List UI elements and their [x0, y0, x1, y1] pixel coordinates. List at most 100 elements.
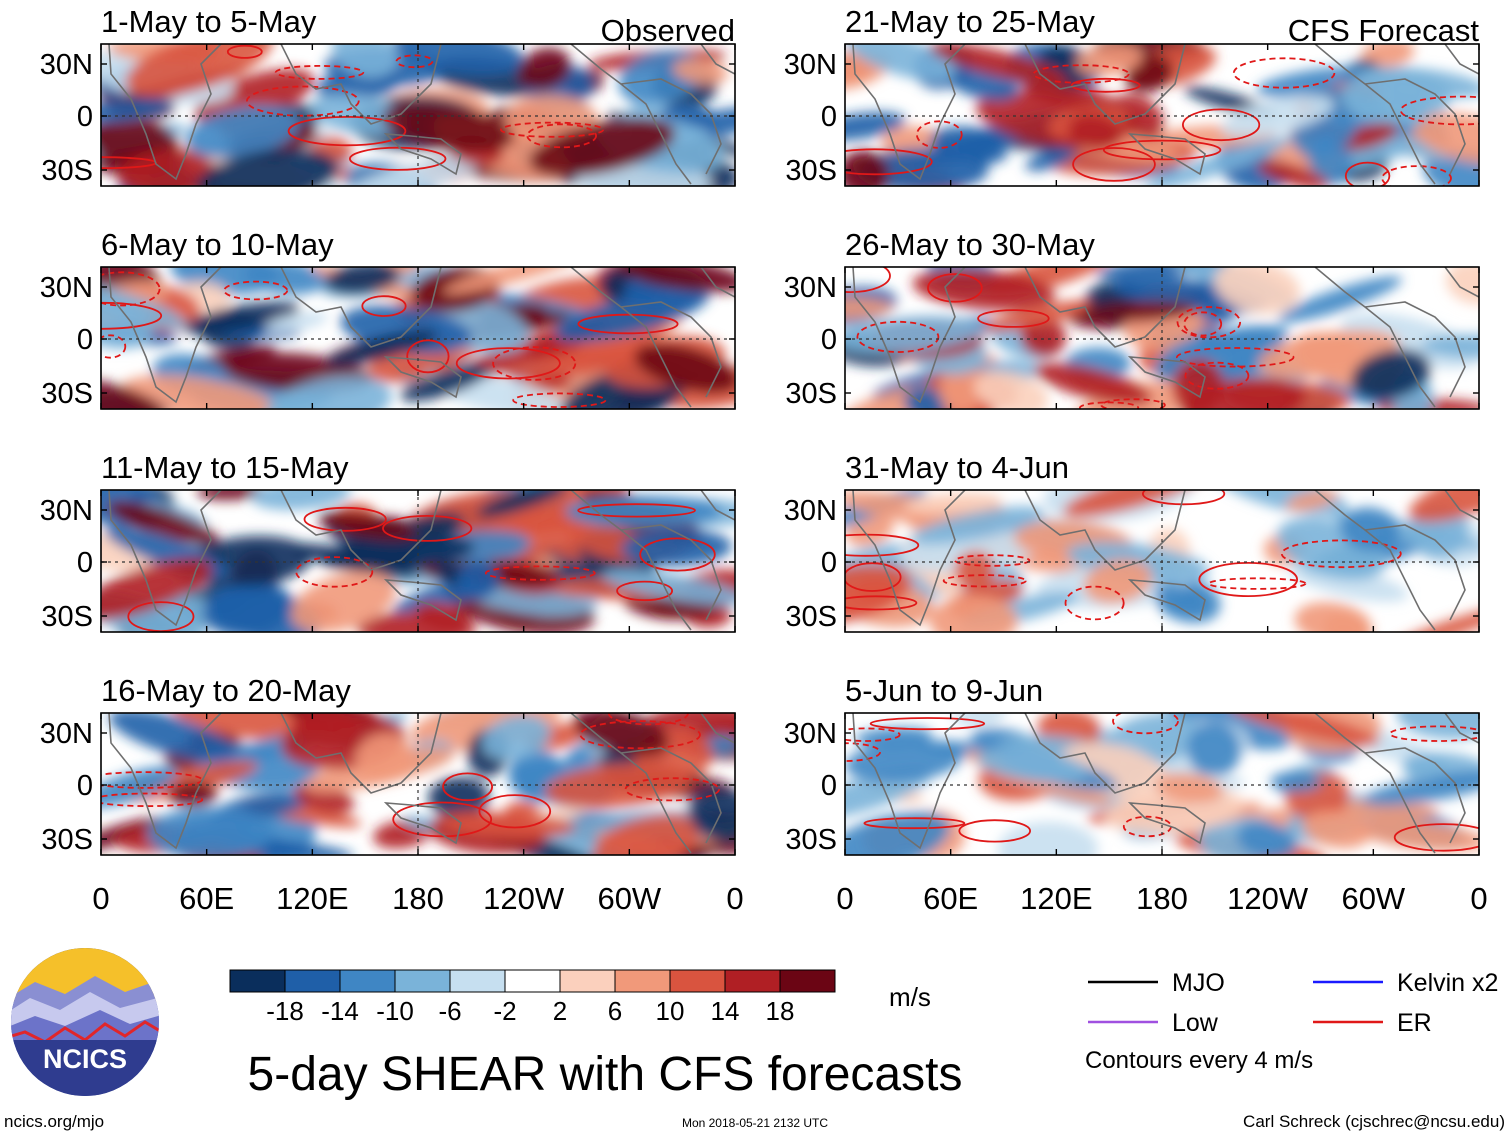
shear-anomaly — [952, 713, 1007, 727]
shear-anomaly — [264, 376, 392, 409]
shear-anomaly — [443, 267, 591, 295]
er-contour — [869, 717, 986, 731]
shear-anomaly — [1236, 821, 1297, 855]
er-contour — [101, 334, 127, 359]
shear-anomaly — [573, 713, 669, 756]
shear-anomaly — [974, 370, 1049, 409]
colorbar-swatch — [449, 969, 506, 993]
er-contour — [958, 819, 1031, 843]
shear-anomaly — [1361, 44, 1415, 68]
er-contour — [382, 515, 473, 542]
shear-anomaly — [1023, 80, 1115, 110]
shear-anomaly — [382, 103, 515, 152]
y-tick-label: 30N — [784, 495, 837, 527]
er-contour — [856, 320, 940, 353]
er-contour — [1032, 64, 1130, 84]
shear-field — [845, 713, 1479, 855]
shear-anomaly — [672, 58, 729, 84]
shear-anomaly — [101, 531, 177, 573]
er-contour — [1183, 311, 1223, 337]
y-tick-label: 30S — [785, 378, 837, 410]
footer-timestamp: Mon 2018-05-21 2132 UTC — [682, 1116, 828, 1130]
er-contour — [1072, 147, 1156, 182]
coastlines — [108, 44, 735, 185]
shear-anomaly — [1144, 136, 1293, 186]
shear-anomaly — [1075, 44, 1143, 77]
shear-anomaly — [317, 511, 417, 541]
shear-anomaly — [620, 528, 732, 567]
colorbar-tick-label: 10 — [656, 996, 685, 1026]
colorbar-tick-label: 14 — [711, 996, 740, 1026]
er-contour — [1176, 347, 1295, 368]
shear-anomaly — [195, 148, 339, 186]
y-tick-label: 0 — [821, 324, 837, 356]
panel-title: 31-May to 4-Jun — [845, 450, 1069, 485]
er-contour — [1184, 361, 1250, 390]
er-contour — [526, 123, 598, 149]
shear-anomaly — [929, 44, 1068, 85]
panel-title: 5-Jun to 9-Jun — [845, 673, 1043, 708]
shear-anomaly — [209, 586, 322, 632]
er-contour — [1198, 562, 1299, 598]
shear-anomaly — [1302, 810, 1371, 849]
er-contour — [845, 595, 918, 611]
colorbar-swatch — [724, 969, 781, 993]
contour-note: Contours every 4 m/s — [1085, 1047, 1313, 1074]
coastlines — [852, 267, 1479, 408]
y-tick-label: 30S — [785, 824, 837, 856]
y-tick-label: 30N — [40, 272, 93, 304]
y-tick-label: 0 — [821, 101, 837, 133]
colorbar-tick-label: 2 — [553, 996, 567, 1026]
shear-anomaly — [617, 267, 735, 293]
legend-label: Low — [1172, 1009, 1219, 1037]
colorbar-swatch — [229, 969, 286, 993]
shear-anomaly — [845, 739, 963, 783]
er-contour — [406, 339, 450, 374]
y-tick-label: 30N — [40, 718, 93, 750]
y-tick-label: 30N — [784, 718, 837, 750]
colorbar-tick-label: -14 — [321, 996, 359, 1026]
shear-anomaly — [194, 68, 315, 126]
x-tick-label: 180 — [1136, 881, 1188, 916]
shear-anomaly — [1269, 771, 1322, 792]
shear-anomaly — [1025, 148, 1075, 171]
colorbar-tick-label: -6 — [438, 996, 461, 1026]
shear-anomaly — [929, 126, 1007, 160]
x-tick-label: 120W — [483, 881, 565, 916]
shear-anomaly — [1334, 123, 1399, 151]
x-tick-label: 60W — [1341, 881, 1405, 916]
shear-anomaly — [1404, 754, 1447, 780]
shear-anomaly — [1067, 113, 1122, 151]
shear-anomaly — [1421, 334, 1479, 359]
x-axes: 0 60E 120E 180 120W 60W 0 0 60E 120E 180 120W 60W 0 — [92, 881, 1487, 916]
colorbar-swatch — [339, 969, 396, 993]
shear-anomaly — [251, 490, 351, 510]
panel-title: 6-May to 10-May — [101, 227, 334, 262]
er-contour — [1393, 823, 1479, 852]
shear-anomaly — [1362, 771, 1479, 806]
shear-anomaly — [1033, 362, 1152, 406]
shear-anomaly — [121, 375, 280, 409]
coastlines — [852, 713, 1479, 854]
er-contour — [863, 817, 966, 830]
shear-anomaly — [845, 44, 957, 82]
shear-anomaly — [291, 570, 396, 632]
contour-legend: MJO Kelvin x2 Low ER — [1088, 969, 1498, 1037]
y-tick-label: 0 — [77, 324, 93, 356]
shear-anomaly — [101, 284, 187, 329]
shear-anomaly — [939, 364, 984, 409]
shear-anomaly — [355, 733, 414, 783]
shear-panel: 21-May to 25-May CFS Forecast 30N 0 30S — [784, 4, 1480, 187]
shear-anomaly — [1184, 325, 1289, 359]
y-tick-label: 30S — [785, 601, 837, 633]
footer-url[interactable]: ncics.org/mjo — [4, 1112, 104, 1131]
er-contours — [127, 503, 716, 632]
er-contour — [1102, 139, 1222, 161]
shear-anomaly — [101, 817, 164, 854]
shear-anomaly — [147, 806, 273, 855]
x-tick-label: 180 — [392, 881, 444, 916]
shear-anomaly — [1083, 559, 1153, 604]
